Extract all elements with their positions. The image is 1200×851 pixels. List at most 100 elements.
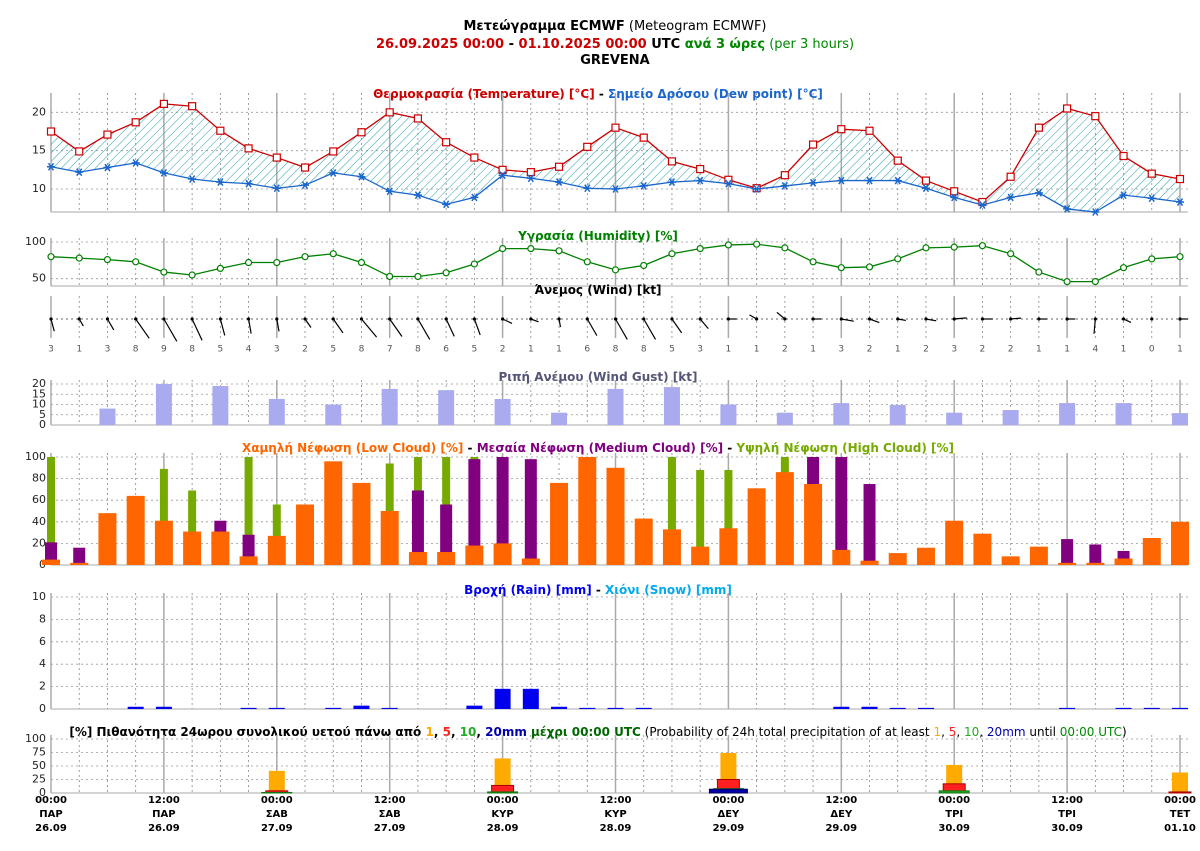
panel-title-part: , — [956, 725, 964, 739]
panel-title-part: 20mm — [987, 725, 1026, 739]
marker-star — [244, 179, 253, 188]
bar — [720, 404, 737, 425]
marker-circle — [188, 271, 196, 279]
y-tick-label: 50 — [32, 272, 46, 285]
wind-speed-label: 2 — [500, 345, 506, 355]
marker-circle — [696, 245, 704, 253]
marker-circle — [329, 250, 337, 258]
x-time-label: 00:00 — [938, 795, 970, 806]
y-tick-label: 25 — [32, 773, 46, 786]
marker-star — [696, 176, 705, 185]
panel-title: Χαμηλή Νέφωση (Low Cloud) [%] - Μεσαία Ν… — [242, 441, 954, 455]
marker-star — [921, 184, 930, 193]
bar — [211, 531, 230, 565]
bar — [804, 484, 823, 565]
marker-circle — [837, 264, 845, 272]
y-tick-label: 10 — [32, 182, 46, 195]
y-tick-label: 10 — [32, 590, 46, 603]
bar — [324, 461, 343, 565]
x-day-label: ΔΕΥ — [830, 809, 853, 820]
wind-dot — [613, 317, 618, 321]
bar — [188, 490, 197, 565]
marker-circle — [1091, 278, 1099, 286]
marker-star — [329, 168, 338, 177]
panel-title-part: Σημείο Δρόσου (Dew point) [°C] — [608, 87, 823, 101]
marker-square — [865, 126, 874, 135]
wind-dot — [755, 317, 759, 321]
wind-dot — [105, 317, 110, 321]
bar — [1001, 556, 1020, 565]
marker-star — [1119, 191, 1128, 200]
x-date-label: 01.10 — [1164, 823, 1196, 834]
wind-speed-label: 5 — [217, 345, 223, 355]
x-time-label: 00:00 — [261, 795, 293, 806]
marker-star — [75, 168, 84, 177]
x-day-label: ΠΑΡ — [39, 809, 62, 820]
header-line-part: (Meteogram ECMWF) — [625, 19, 767, 34]
marker-star — [555, 178, 564, 187]
wind-barb — [954, 317, 967, 320]
bar — [42, 559, 60, 565]
bar — [606, 467, 625, 565]
wind-barb — [135, 318, 150, 339]
marker-circle — [555, 247, 563, 255]
wind-speed-label: 1 — [76, 345, 82, 355]
bar — [1172, 707, 1188, 709]
marker-star — [526, 174, 535, 183]
wind-barb — [191, 318, 203, 341]
bar — [691, 546, 710, 565]
bar — [833, 403, 850, 425]
wind-dot — [77, 317, 81, 321]
x-day-label: ΣΑΒ — [379, 809, 401, 820]
marker-square — [667, 157, 677, 166]
marker-star — [498, 171, 507, 180]
marker-star — [442, 200, 451, 209]
marker-circle — [244, 258, 253, 267]
x-date-label: 28.09 — [487, 823, 519, 834]
marker-square — [46, 127, 56, 136]
marker-star — [978, 201, 987, 210]
bar — [522, 688, 539, 709]
y-tick-label: 15 — [32, 387, 46, 400]
x-time-label: 12:00 — [600, 795, 632, 806]
wind-speed-label: 3 — [48, 345, 54, 355]
y-tick-label: 75 — [32, 746, 46, 759]
wind-speed-label: 3 — [274, 345, 280, 355]
marker-star — [780, 181, 789, 190]
wind-speed-label: 1 — [726, 345, 732, 355]
marker-circle — [1035, 268, 1043, 276]
panel-title-part: 1 — [425, 725, 433, 739]
marker-square — [357, 128, 366, 137]
wind-dot — [388, 317, 392, 321]
bar — [888, 553, 907, 565]
bar — [861, 706, 878, 709]
wind-speed-label: 5 — [330, 345, 336, 355]
wind-dot — [1065, 317, 1069, 321]
wind-barb — [502, 318, 513, 324]
marker-star — [1091, 208, 1100, 216]
bar — [973, 533, 992, 565]
marker-square — [639, 133, 648, 142]
bar — [154, 520, 173, 565]
y-tick-label: 50 — [32, 759, 46, 772]
marker-square — [1175, 174, 1185, 184]
header-line-part: 01.10.2025 00:00 — [519, 37, 647, 52]
marker-star — [47, 162, 55, 171]
bar — [1059, 403, 1076, 425]
header-line: 26.09.2025 00:00 - 01.10.2025 00:00 UTC … — [376, 37, 854, 52]
bar — [268, 770, 285, 793]
x-time-label: 12:00 — [825, 795, 857, 806]
bar — [1058, 562, 1077, 565]
panel-title-part: Υψηλή Νέφωση (High Cloud) [%] — [735, 441, 954, 455]
bar — [551, 412, 568, 425]
marker-circle — [753, 240, 761, 248]
panel-title-part: , — [451, 725, 460, 739]
panel-title: Θερμοκρασία (Temperature) [°C] - Σημείο … — [373, 87, 823, 101]
marker-square — [1062, 104, 1072, 113]
x-time-label: 00:00 — [712, 795, 744, 806]
bar — [1115, 403, 1132, 425]
wind-dot — [331, 317, 335, 321]
bar — [550, 482, 569, 565]
bar — [863, 484, 876, 565]
wind-dot — [472, 317, 476, 321]
